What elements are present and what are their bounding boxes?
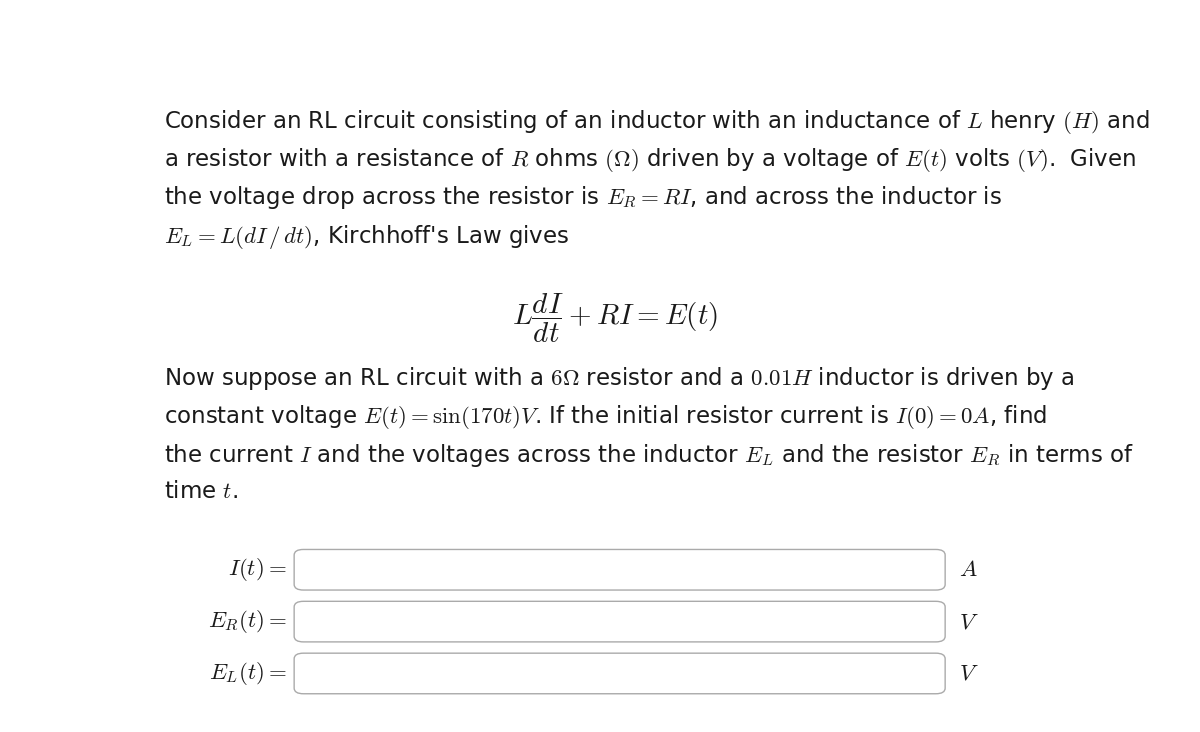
Text: $E_R(t) =$: $E_R(t) =$ [208, 608, 287, 635]
Text: Consider an RL circuit consisting of an inductor with an inductance of $L$ henry: Consider an RL circuit consisting of an … [164, 108, 1150, 135]
Text: time $t$.: time $t$. [164, 480, 238, 503]
Text: $I(t) =$: $I(t) =$ [228, 556, 287, 583]
Text: $V$: $V$ [959, 610, 979, 633]
FancyBboxPatch shape [294, 601, 946, 642]
Text: a resistor with a resistance of $R$ ohms $(\Omega)$ driven by a voltage of $E(t): a resistor with a resistance of $R$ ohms… [164, 146, 1136, 174]
Text: $A$: $A$ [959, 559, 978, 581]
FancyBboxPatch shape [294, 550, 946, 590]
Text: $L\dfrac{dI}{dt} + RI = E(t)$: $L\dfrac{dI}{dt} + RI = E(t)$ [512, 292, 718, 345]
Text: $E_L = L(dI\,/\,dt)$, Kirchhoff's Law gives: $E_L = L(dI\,/\,dt)$, Kirchhoff's Law gi… [164, 223, 569, 250]
Text: Now suppose an RL circuit with a $6\Omega$ resistor and a $0.01H$ inductor is dr: Now suppose an RL circuit with a $6\Omeg… [164, 365, 1074, 392]
Text: the current $I$ and the voltages across the inductor $E_L$ and the resistor $E_R: the current $I$ and the voltages across … [164, 442, 1134, 468]
Text: constant voltage $E(t) = \sin(170t)V$. If the initial resistor current is $I(0) : constant voltage $E(t) = \sin(170t)V$. I… [164, 403, 1046, 431]
Text: $V$: $V$ [959, 662, 979, 685]
FancyBboxPatch shape [294, 653, 946, 694]
Text: $E_L(t) =$: $E_L(t) =$ [209, 660, 287, 687]
Text: the voltage drop across the resistor is $E_R = RI$, and across the inductor is: the voltage drop across the resistor is … [164, 184, 1002, 212]
